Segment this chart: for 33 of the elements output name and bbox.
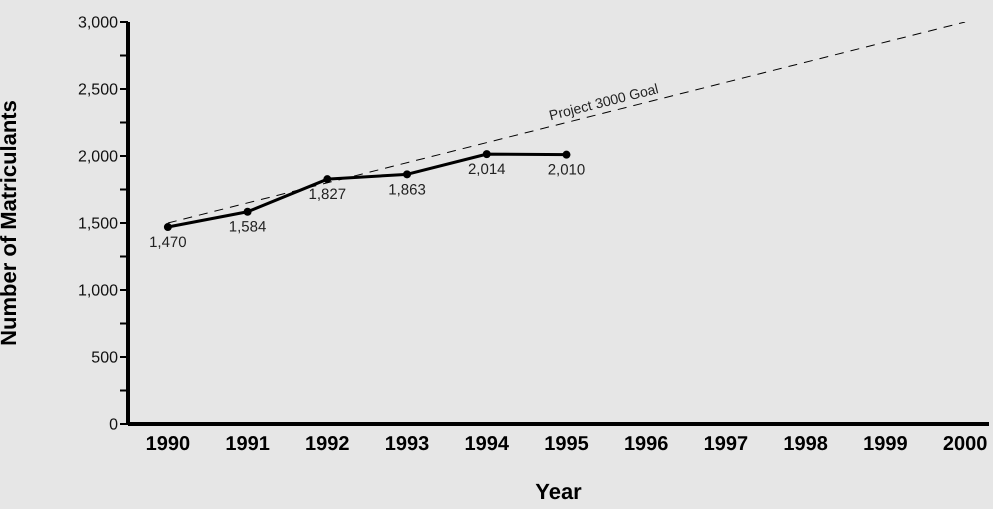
point [323, 175, 332, 184]
y-tick-label: 2,000 [78, 148, 118, 166]
x-tick-label: 1992 [305, 433, 350, 456]
point [403, 170, 412, 178]
data-label: 2,014 [468, 161, 506, 178]
data-label: 1,584 [228, 218, 266, 236]
y-tick-label: 500 [91, 350, 118, 367]
y-tick-label: 1,500 [78, 216, 118, 233]
y-tick-label: 3,000 [78, 14, 118, 32]
y-tick-label: 1,000 [78, 282, 118, 300]
point [482, 150, 491, 158]
point [562, 150, 570, 159]
x-tick-label: 1997 [704, 433, 748, 456]
x-tick-label: 1994 [464, 433, 510, 456]
x-tick-label: 1993 [384, 433, 430, 456]
y-tick-label: 0 [109, 416, 118, 434]
x-tick-label: 1990 [146, 433, 190, 456]
x-tick-label: 1999 [863, 433, 908, 456]
y-axis-title: Number of Matriculants [0, 100, 21, 346]
x-axis-title: Year [535, 479, 582, 504]
text: Project 3000 Goal [547, 80, 660, 124]
x-tick-label: 1991 [225, 433, 270, 456]
point [244, 208, 252, 216]
y-tick-label: 2,500 [78, 82, 118, 99]
x-tick-label: 1996 [624, 433, 668, 456]
data-label: 1,863 [388, 181, 426, 198]
data-label: 1,470 [149, 234, 187, 252]
x-tick-label: 1998 [783, 433, 828, 456]
point [164, 223, 172, 232]
x-tick-label: 2000 [942, 433, 988, 456]
x-tick-label: 1995 [544, 433, 589, 456]
data-label: 1,827 [308, 186, 346, 204]
data-label: 2,010 [548, 162, 586, 179]
